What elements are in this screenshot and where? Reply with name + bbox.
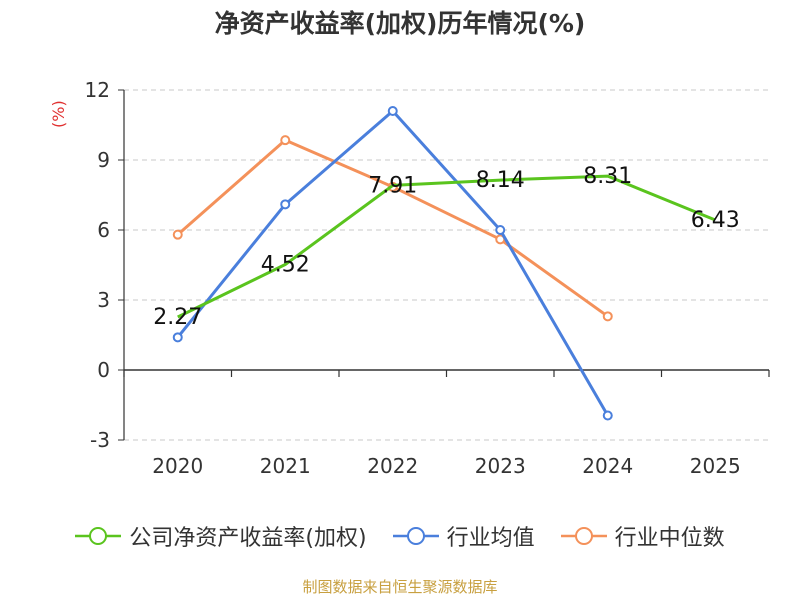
legend-marker-icon [560, 527, 607, 545]
legend-item-industry-mean[interactable]: 行业均值 [392, 520, 535, 552]
y-tick-label: 6 [97, 218, 110, 242]
data-label: 2.27 [153, 305, 202, 330]
legend-label: 行业中位数 [614, 526, 725, 551]
grid-lines [124, 89, 769, 441]
legend-item-industry-median[interactable]: 行业中位数 [560, 520, 725, 552]
x-tick-label: 2022 [367, 454, 418, 478]
legend-label: 行业均值 [446, 526, 535, 551]
y-tick-label: 12 [85, 78, 110, 102]
data-point [387, 106, 398, 116]
y-tick-label: -3 [90, 428, 110, 452]
data-label: 4.52 [261, 253, 310, 278]
data-point [280, 135, 291, 146]
series-line [176, 138, 609, 318]
data-point [280, 199, 291, 210]
legend-marker-icon [75, 527, 122, 545]
y-tick-label: 3 [97, 288, 110, 312]
x-tick-label: 2021 [260, 454, 311, 478]
y-tick-label: 9 [97, 148, 110, 172]
legend-marker-icon [392, 527, 439, 545]
x-tick-label: 2023 [475, 454, 526, 478]
legend: 公司净资产收益率(加权) 行业均值 行业中位数 [0, 520, 800, 552]
data-point [602, 410, 613, 421]
data-source-note: 制图数据来自恒生聚源数据库 [302, 578, 498, 596]
x-tick-label: 2025 [690, 454, 741, 478]
x-tick-label: 2024 [582, 454, 633, 478]
data-labels: 2.27 4.52 7.91 8.14 8.31 6.43 [153, 164, 739, 330]
data-point [602, 311, 613, 322]
legend-label: 公司净资产收益率(加权) [129, 526, 367, 551]
axes: 12 9 6 3 0 -3 2020 2021 2022 2023 2024 2025 [85, 78, 770, 478]
data-label: 7.91 [368, 173, 417, 198]
series-lines [172, 106, 716, 421]
data-label: 6.43 [691, 208, 740, 233]
data-point [172, 229, 183, 240]
line-chart: 12 9 6 3 0 -3 2020 2021 2022 2023 2024 2025 2.27 4.5… [85, 78, 770, 478]
y-tick-label: 0 [97, 358, 110, 382]
data-point [495, 225, 506, 235]
data-point [172, 332, 183, 343]
series-line [177, 174, 716, 319]
data-label: 8.14 [476, 168, 525, 193]
x-tick-label: 2020 [152, 454, 203, 478]
data-label: 8.31 [583, 164, 632, 189]
legend-item-company-roe[interactable]: 公司净资产收益率(加权) [75, 520, 367, 552]
chart-title: 净资产收益率(加权)历年情况(%) [214, 9, 586, 38]
